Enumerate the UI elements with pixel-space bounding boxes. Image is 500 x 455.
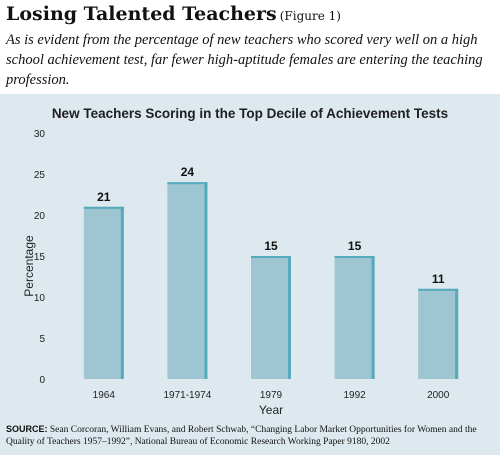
source-label: SOURCE: — [6, 424, 48, 434]
source-text: Sean Corcoran, William Evans, and Robert… — [6, 425, 477, 447]
chart-title: New Teachers Scoring in the Top Decile o… — [51, 106, 449, 121]
figure-header: Losing Talented Teachers (Figure 1) As is… — [0, 0, 500, 88]
y-tick-label: 0 — [39, 375, 45, 386]
data-label: 15 — [348, 239, 362, 253]
bar-edge — [371, 256, 375, 379]
chart-panel — [0, 94, 500, 455]
figure-title-text: Losing Talented Teachers — [6, 3, 277, 25]
y-axis-label: Percentage — [22, 235, 36, 297]
figure-subtitle: As is evident from the percentage of new… — [6, 32, 483, 88]
bar-top-edge — [418, 288, 459, 291]
bar-top-edge — [334, 256, 375, 258]
data-label: 15 — [264, 239, 278, 253]
data-label: 21 — [97, 190, 111, 204]
figure-number: (Figure 1) — [279, 9, 341, 23]
bar — [83, 206, 124, 379]
data-label: 11 — [432, 272, 445, 286]
bar-top-edge — [251, 256, 291, 258]
x-tick-label: 1971-1974 — [163, 390, 211, 401]
y-tick-label: 5 — [39, 334, 45, 345]
bar-edge — [120, 206, 124, 379]
data-label: 24 — [181, 165, 195, 179]
x-tick-label: 1979 — [260, 390, 283, 401]
y-tick-label: 25 — [34, 170, 46, 181]
source-note: SOURCE: Sean Corcoran, William Evans, an… — [6, 423, 494, 448]
bar — [418, 288, 459, 379]
x-axis-label: Year — [259, 403, 283, 417]
bar-top-edge — [83, 206, 124, 209]
bar — [251, 256, 291, 379]
bar-edge — [288, 256, 291, 379]
bar — [334, 256, 375, 379]
y-tick-label: 20 — [34, 211, 46, 222]
bar-edge — [455, 288, 459, 379]
x-tick-label: 1992 — [343, 390, 366, 401]
bar-edge — [204, 182, 208, 379]
x-tick-label: 1964 — [93, 390, 116, 401]
figure-title: Losing Talented Teachers (Figure 1) — [6, 3, 341, 25]
y-tick-label: 15 — [34, 252, 46, 263]
x-tick-label: 2000 — [427, 390, 450, 401]
y-tick-label: 10 — [34, 293, 46, 304]
bar-top-edge — [167, 182, 208, 185]
bar — [167, 182, 208, 379]
y-tick-label: 30 — [34, 129, 46, 140]
